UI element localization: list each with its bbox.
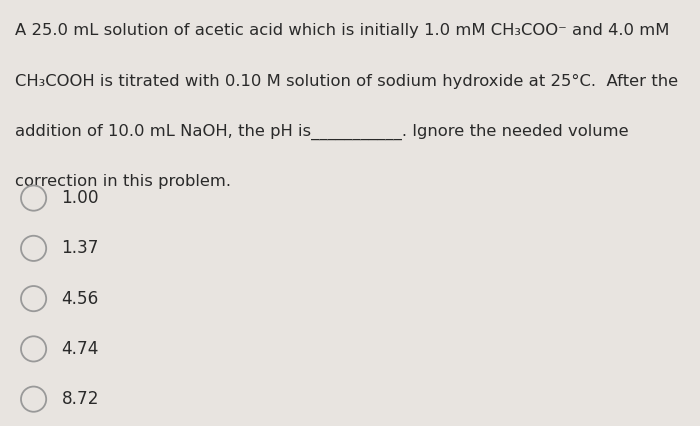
- Text: A 25.0 mL solution of acetic acid which is initially 1.0 mM CH₃COO⁻ and 4.0 mM: A 25.0 mL solution of acetic acid which …: [15, 23, 670, 38]
- Text: 1.00: 1.00: [62, 189, 99, 207]
- Text: 4.56: 4.56: [62, 290, 99, 308]
- Text: CH₃COOH is titrated with 0.10 M solution of sodium hydroxide at 25°C.  After the: CH₃COOH is titrated with 0.10 M solution…: [15, 74, 678, 89]
- Text: 4.74: 4.74: [62, 340, 99, 358]
- Text: addition of 10.0 mL NaOH, the pH is___________. Ignore the needed volume: addition of 10.0 mL NaOH, the pH is_____…: [15, 124, 629, 140]
- Text: 8.72: 8.72: [62, 390, 99, 408]
- Text: 1.37: 1.37: [62, 239, 99, 257]
- Text: correction in this problem.: correction in this problem.: [15, 174, 232, 189]
